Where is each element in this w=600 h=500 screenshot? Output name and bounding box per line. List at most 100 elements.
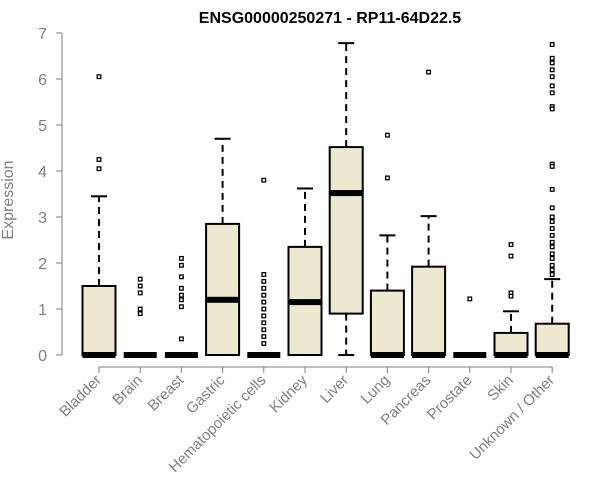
median-line	[535, 352, 569, 358]
median-line	[453, 352, 487, 358]
box-prostate	[453, 296, 487, 358]
outlier-point	[96, 74, 102, 80]
y-tick-label: 5	[38, 118, 47, 135]
box-body	[328, 146, 364, 315]
outlier-point	[96, 166, 102, 172]
median-line	[494, 352, 528, 358]
outlier-point	[549, 239, 555, 245]
box-series	[81, 42, 570, 358]
outlier-point	[549, 244, 555, 250]
outlier-point	[261, 320, 267, 326]
outlier-point	[549, 219, 555, 225]
outlier-point	[508, 293, 514, 299]
outlier-point	[137, 276, 143, 282]
median-line	[412, 352, 446, 358]
box-body	[81, 285, 117, 356]
outlier-point	[178, 274, 184, 280]
outlier-point	[384, 132, 390, 138]
outlier-point	[549, 42, 555, 47]
outlier-point	[261, 313, 267, 319]
y-tick-label: 6	[38, 72, 47, 89]
outlier-point	[261, 278, 267, 284]
x-tick-label: Kidney	[266, 371, 311, 416]
median-line	[329, 190, 363, 197]
box-bladder	[81, 74, 117, 358]
outlier-point	[549, 163, 555, 169]
box-unknown-other	[534, 42, 570, 358]
outlier-point	[549, 67, 555, 73]
outlier-point	[261, 327, 267, 333]
outlier-point	[549, 251, 555, 257]
outlier-point	[137, 283, 143, 289]
x-tick-label: Breast	[145, 371, 188, 414]
box-body	[205, 222, 241, 356]
box-pancreas	[411, 69, 447, 358]
outlier-point	[467, 296, 473, 302]
box-body	[411, 265, 447, 356]
chart-title: ENSG00000250271 - RP11-64D22.5	[199, 10, 462, 27]
outlier-point	[261, 272, 267, 277]
outlier-point	[178, 304, 184, 310]
outlier-point	[549, 267, 555, 273]
x-tick-label: Prostate	[424, 372, 476, 424]
outlier-point	[178, 292, 184, 298]
outlier-point	[178, 262, 184, 268]
y-tick-label: 3	[38, 210, 47, 227]
outlier-point	[178, 255, 184, 261]
median-line	[288, 299, 322, 306]
outlier-point	[549, 60, 555, 66]
outlier-point	[261, 292, 267, 298]
outlier-point	[178, 297, 184, 303]
box-body	[534, 322, 570, 357]
y-tick-label: 0	[38, 348, 47, 365]
outlier-point	[549, 232, 555, 238]
outlier-point	[261, 299, 267, 305]
median-line	[247, 352, 281, 358]
box-gastric	[205, 137, 241, 356]
box-kidney	[287, 187, 323, 356]
outlier-point	[549, 205, 555, 211]
box-skin	[493, 242, 529, 358]
outlier-point	[261, 306, 267, 312]
outlier-point	[549, 55, 555, 61]
box-breast	[164, 255, 198, 358]
y-tick-label: 7	[38, 26, 47, 43]
x-tick-label: Lung	[358, 372, 394, 408]
outlier-point	[426, 69, 432, 75]
outlier-point	[549, 90, 555, 96]
box-body	[369, 289, 405, 357]
outlier-point	[549, 255, 555, 261]
outlier-point	[549, 83, 555, 89]
outlier-point	[549, 74, 555, 80]
outlier-point	[178, 285, 184, 291]
outlier-point	[137, 290, 143, 296]
y-tick-label: 2	[38, 256, 47, 273]
outlier-point	[549, 272, 555, 277]
x-tick-label: Brain	[109, 372, 146, 409]
outlier-point	[549, 186, 555, 192]
outlier-point	[261, 334, 267, 340]
outlier-point	[549, 214, 555, 220]
outlier-point	[508, 253, 514, 259]
x-tick-label: Bladder	[56, 372, 105, 421]
y-axis: 0 1 2 3 4 5 6 7	[38, 26, 63, 365]
outlier-point	[137, 306, 143, 312]
x-tick-label: Skin	[484, 372, 517, 405]
y-tick-label: 4	[38, 164, 47, 181]
box-liver	[328, 42, 364, 356]
outlier-point	[549, 226, 555, 231]
outlier-point	[384, 175, 390, 181]
y-tick-label: 1	[38, 302, 47, 319]
box-body	[493, 331, 529, 357]
x-tick-label: Liver	[317, 372, 352, 407]
median-line	[123, 352, 157, 358]
outlier-point	[96, 157, 102, 162]
outlier-point	[137, 311, 143, 317]
median-line	[206, 296, 240, 303]
outlier-point	[178, 336, 184, 342]
outlier-point	[508, 242, 514, 248]
outlier-point	[549, 106, 555, 112]
median-line	[370, 352, 404, 358]
